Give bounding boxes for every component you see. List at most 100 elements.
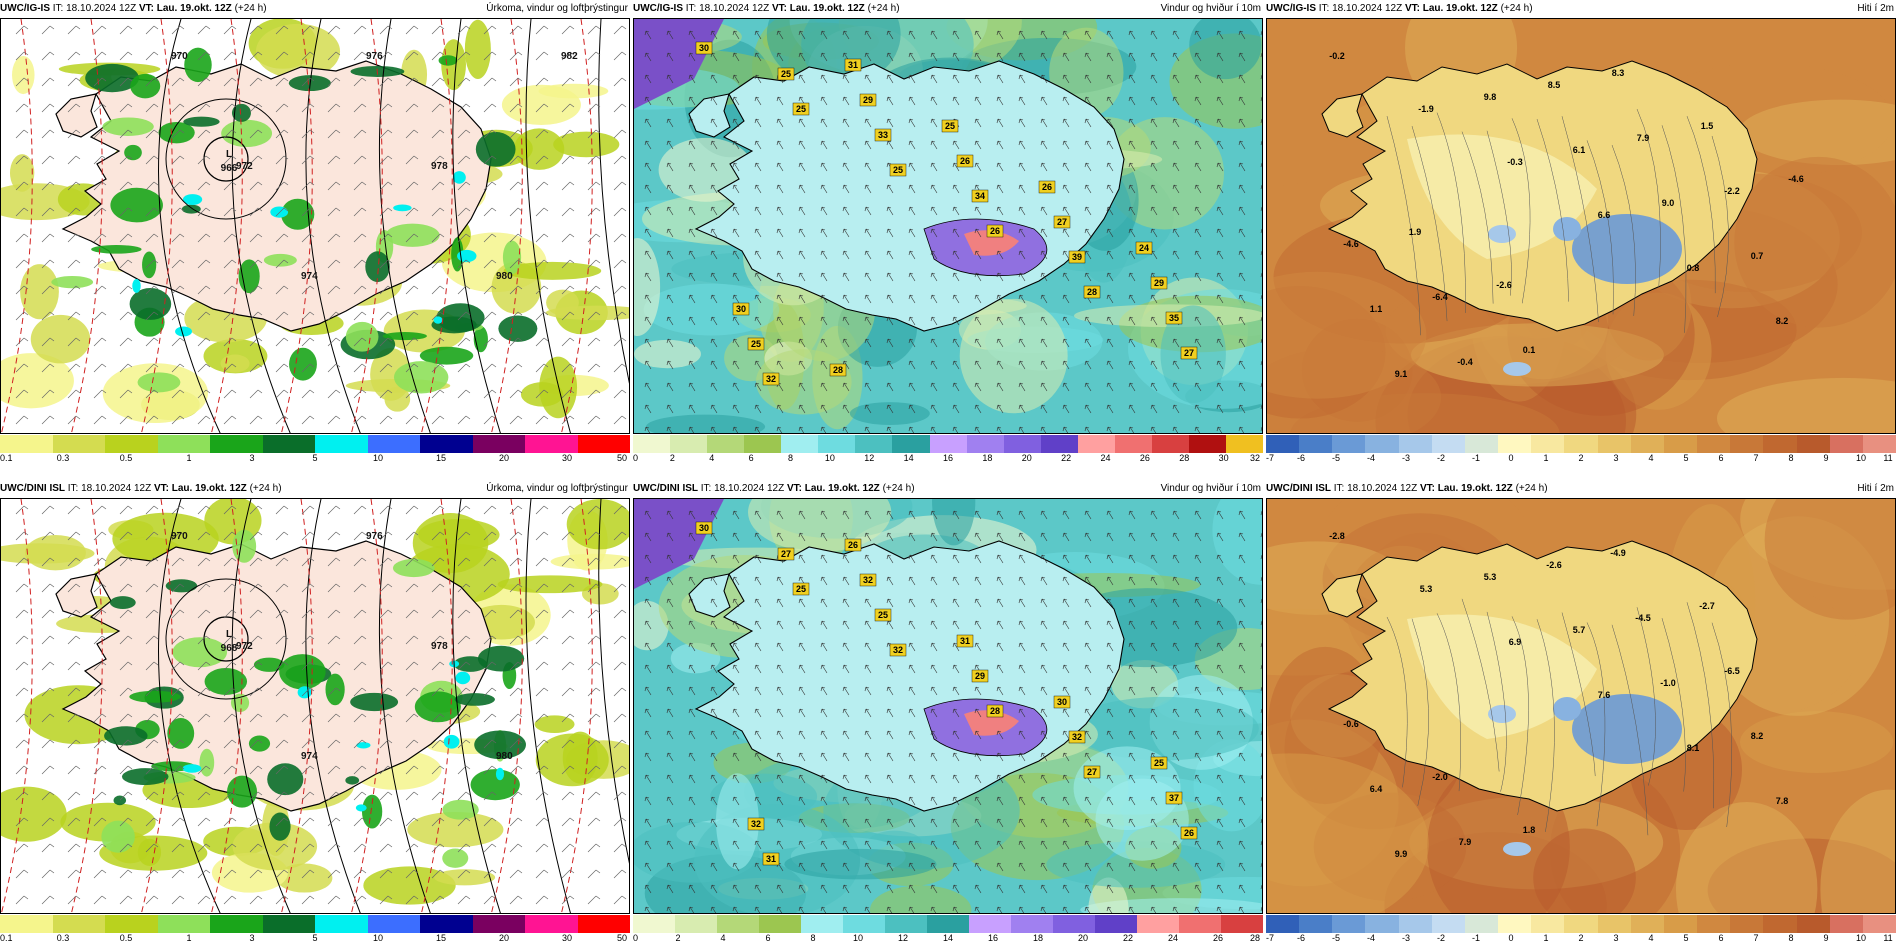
wind-arrow [1216,554,1224,564]
wind-arrow [996,730,1004,740]
wind-arrow [1260,228,1262,234]
wind-barb [171,25,185,35]
wind-arrow [820,96,828,106]
wind-arrow [864,184,872,194]
wind-barb [197,233,211,243]
wind-barb [223,415,237,425]
wind-arrow [864,228,872,238]
wind-arrow [1128,96,1136,106]
wind-barb [301,337,315,347]
wind-barb [457,791,471,801]
lead-time: (+24 h) [1500,3,1533,14]
wind-arrow [688,140,696,150]
colorbar-swatch [675,915,717,933]
wind-arrow [732,426,739,433]
wind-arrow [732,840,740,850]
wind-arrow [798,532,806,542]
wind-arrow [930,96,938,106]
wind-arrow [1040,294,1048,304]
gust-label: 32 [893,645,903,655]
gust-label-box [829,363,847,377]
wind-arrow [1106,686,1114,696]
wind-barb [145,531,159,541]
wind-barb [327,415,341,425]
wind-arrow [820,52,828,62]
wind-barb [535,791,549,801]
colorbar-swatch [1597,915,1631,933]
wind-arrow [1040,906,1047,913]
wind-map[interactable]: 30 25 25 26 28 27 25 33 34 39 35 32 29 26 27 29 25 31 25 26… [633,18,1263,434]
valid-time: VT: Lau. 19.okt. 12Z [153,483,247,494]
wind-arrow [1040,228,1048,238]
panel-title: Hiti í 2m [1857,483,1894,494]
temp-map[interactable]: -0.2 -1.9 -0.3 6.6 0.8 8.2 9.1 9.8 6.1 9.0 0.7 1.1-… [1266,18,1896,434]
init-time: IT: 18.10.2024 12Z [1333,483,1418,494]
wind-arrow [732,554,740,564]
colorbar-tick: 2 [1578,933,1584,943]
wind-arrow [1194,206,1202,216]
precip-map[interactable]: L 966 970 972 974 976 978 980 982 [0,18,630,434]
wind-barb [587,843,601,853]
isobar-label: 972 [236,641,253,652]
wind-barb [145,557,159,567]
wind-arrow [908,426,915,433]
wind-arrow [1018,338,1026,348]
temperature-contour [140,499,173,913]
wind-arrow [1018,576,1026,586]
wind-arrow [1062,206,1070,216]
wind-barb [197,25,211,35]
wind-arrow [1040,730,1048,740]
temp-map[interactable]: -2.8 5.3 6.9 7.6 8.1 7.8 9.9 5.3 5.7 -1.0 8.2 6.4 7.… [1266,498,1896,914]
wind-arrow [798,404,806,414]
wind-barb [509,181,523,191]
wind-barb [93,869,107,879]
precip-map[interactable]: L 968 970 972 974 976 978 980 [0,498,630,914]
wind-barb [249,311,263,321]
gust-label: 32 [863,575,873,585]
wind-arrow [1238,294,1246,304]
wind-barb [197,311,211,321]
wind-arrow [710,840,718,850]
wind-barb [483,609,497,619]
wind-arrow [864,272,872,282]
wind-barb [379,285,393,295]
wind-barb [535,713,549,723]
wind-arrow [1194,184,1202,194]
wind-arrow [1238,338,1246,348]
westfjords-coast [1321,93,1364,138]
wind-arrow [1172,620,1180,630]
wind-barb [67,129,81,139]
wind-map[interactable]: 30 25 32 28 27 26 27 25 29 32 37 31 32 31 30 25 32 26 [633,498,1263,914]
wind-barb [197,687,211,697]
wind-arrow [1128,52,1136,62]
temperature-contour [350,19,383,433]
wind-arrow [1128,184,1136,194]
wind-arrow [732,598,740,608]
wind-arrow [1084,532,1092,542]
wind-barb [275,687,289,697]
wind-arrow [1150,426,1157,433]
wind-barb [93,843,107,853]
colorbar-swatch [1221,915,1263,933]
wind-arrow [1018,294,1026,304]
wind-arrow [776,642,784,652]
wind-arrow [820,730,828,740]
wind-barb [587,363,601,373]
wind-barb [67,285,81,295]
wind-barb [67,259,81,269]
wind-barb [327,285,341,295]
wind-barb [145,233,159,243]
wind-arrow [908,884,916,894]
wind-arrow [732,862,740,872]
wind-barb [431,103,445,113]
wind-barb [457,337,471,347]
wind-barb [275,531,289,541]
wind-arrow [1018,730,1026,740]
wind-arrow [732,510,740,520]
precip-area [230,693,250,713]
wind-arrow [710,598,718,608]
wind-arrow [688,686,696,696]
wind-arrow [1018,184,1026,194]
wind-arrow [1238,272,1246,282]
wind-arrow [1150,818,1158,828]
